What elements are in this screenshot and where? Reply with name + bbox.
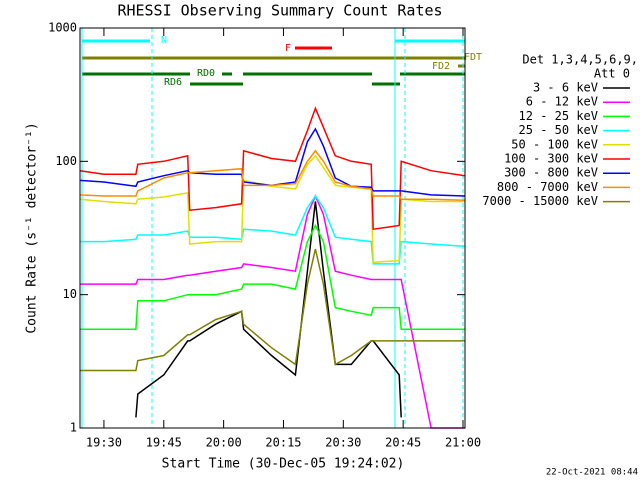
axes-frame bbox=[79, 27, 466, 429]
legend-header: Att 0 bbox=[594, 67, 630, 81]
x-tick-label: 21:00 bbox=[445, 436, 481, 450]
x-tick-label: 20:00 bbox=[206, 436, 242, 450]
legend-label: 25 - 50 keV bbox=[519, 123, 598, 137]
legend-label: 100 - 300 keV bbox=[504, 152, 598, 166]
flag-label: FDT bbox=[464, 52, 482, 63]
x-tick-label: 20:45 bbox=[385, 436, 421, 450]
y-tick-label: 100 bbox=[55, 154, 77, 168]
x-tick-label: 19:45 bbox=[146, 436, 182, 450]
series-line bbox=[80, 248, 465, 372]
flag-label: RD6 bbox=[164, 77, 182, 88]
plot-area bbox=[79, 106, 466, 429]
legend-label: 7000 - 15000 keV bbox=[482, 194, 598, 208]
flag-label: F bbox=[285, 43, 291, 54]
flag-label: N bbox=[161, 35, 167, 46]
legend-label: 12 - 25 keV bbox=[519, 109, 598, 123]
y-tick-label: 1 bbox=[70, 421, 77, 435]
y-tick-label: 1000 bbox=[48, 21, 77, 35]
series-line bbox=[79, 154, 465, 264]
x-tick-label: 20:15 bbox=[265, 436, 301, 450]
x-tick-label: 19:30 bbox=[86, 436, 122, 450]
series-line bbox=[79, 149, 466, 202]
chart-title: RHESSI Observing Summary Count Rates bbox=[117, 2, 442, 20]
series-line bbox=[80, 194, 465, 429]
series-line bbox=[79, 127, 466, 197]
timestamp: 22-Oct-2021 08:44 bbox=[546, 468, 638, 478]
series-line bbox=[79, 106, 466, 231]
x-tick-label: 20:30 bbox=[325, 436, 361, 450]
flag-label: FD2 bbox=[432, 61, 450, 72]
series-line bbox=[80, 194, 466, 265]
y-axis-label: Count Rate (s⁻¹ detector⁻¹) bbox=[25, 122, 40, 333]
legend-label: 6 - 12 keV bbox=[526, 95, 598, 109]
legend-label: 300 - 800 keV bbox=[504, 166, 598, 180]
boundaries bbox=[81, 28, 464, 428]
legend-label: 3 - 6 keV bbox=[533, 81, 598, 95]
x-axis-label: Start Time (30-Dec-05 19:24:02) bbox=[162, 457, 405, 472]
legend-label: 800 - 7000 keV bbox=[497, 180, 598, 194]
series-line bbox=[80, 223, 465, 331]
y-tick-label: 10 bbox=[63, 287, 77, 301]
legend-label: 50 - 100 keV bbox=[511, 137, 598, 151]
flag-label: RD0 bbox=[197, 68, 215, 79]
legend-header: Det 1,3,4,5,6,9, bbox=[522, 53, 638, 67]
